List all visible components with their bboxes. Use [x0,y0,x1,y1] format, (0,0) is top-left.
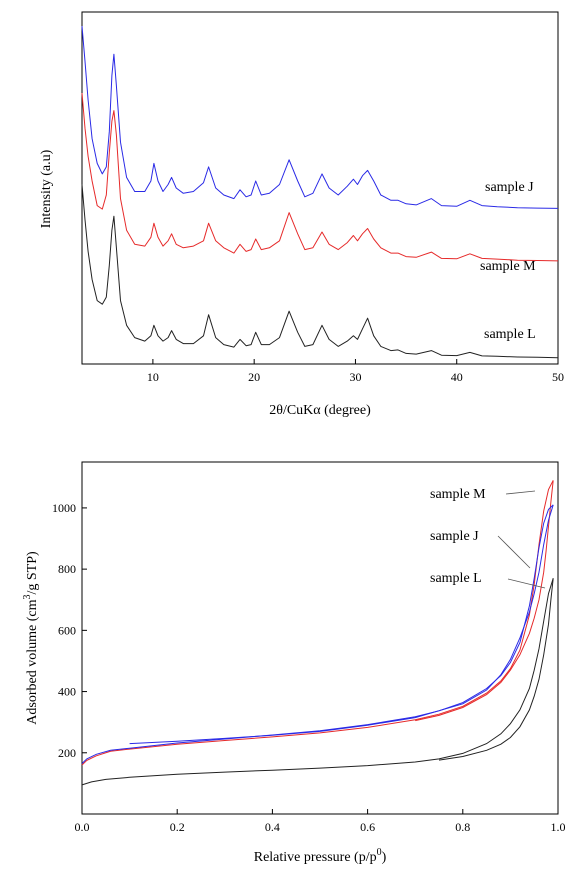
xrd-x-tick-label: 40 [451,370,463,384]
xrd-x-tick-label: 50 [552,370,564,384]
xrd-x-tick-label: 20 [248,370,260,384]
leader-line-sample-j [497,535,531,569]
iso-desorption-sample-j [129,504,554,745]
iso-label-sample-j: sample J [430,529,479,544]
xrd-chart: 10 20 30 40 50 sample J sample M sample L 2θ… [39,11,564,418]
iso-x-tick-label: 1.0 [551,820,566,834]
iso-series-group [81,480,554,786]
xrd-y-axis-label: Intensity (a.u) [39,149,54,228]
iso-x-tick-label: 0.0 [75,820,90,834]
iso-adsorption-sample-j [81,504,554,764]
iso-desorption-sample-m [415,480,554,722]
iso-y-tick-label: 800 [58,562,76,576]
iso-x-tick-label: 0.4 [265,820,280,834]
iso-label-sample-l: sample L [430,571,482,586]
iso-x-ticks: 0.0 0.2 0.4 0.6 0.8 1.0 [75,809,566,834]
iso-x-axis-label-main: Relative pressure (p/p [254,850,377,865]
xrd-x-ticks: 10 20 30 40 50 [147,359,564,384]
isotherm-chart: 0.0 0.2 0.4 0.6 0.8 1.0 200 400 600 800 1000 samp… [22,461,566,865]
xrd-series-sample-m [81,92,559,262]
xrd-series-group [81,26,559,359]
xrd-x-tick-label: 30 [349,370,361,384]
iso-desorption-sample-l [438,578,554,761]
xrd-series-sample-l [81,184,559,359]
xrd-label-sample-m: sample M [480,259,536,274]
iso-x-tick-label: 0.8 [455,820,470,834]
xrd-x-axis-label: 2θ/CuKα (degree) [269,403,371,418]
iso-x-tick-label: 0.6 [360,820,375,834]
iso-x-tick-label: 0.2 [170,820,185,834]
iso-x-axis-label-sup: 0 [377,847,382,858]
iso-y-axis-label: Adsorbed volume (cm3/g STP) [22,551,40,725]
iso-x-axis-label: Relative pressure (p/p0) [254,847,387,865]
xrd-label-sample-j: sample J [485,180,534,195]
iso-y-axis-label-sup: 3 [22,594,33,599]
iso-adsorption-sample-l [81,578,554,786]
iso-y-ticks: 200 400 600 800 1000 [52,501,87,760]
xrd-series-sample-j [81,26,559,209]
iso-adsorption-sample-m [81,480,554,766]
iso-plot-frame [81,461,559,815]
leader-line-sample-l [507,578,546,589]
xrd-label-sample-l: sample L [484,327,536,342]
iso-y-tick-label: 600 [58,623,76,637]
iso-y-tick-label: 1000 [52,501,76,515]
xrd-x-tick-label: 10 [147,370,159,384]
iso-label-sample-m: sample M [430,487,486,502]
iso-y-axis-label-end: /g STP) [25,551,40,595]
iso-y-tick-label: 400 [58,685,76,699]
leader-line-sample-m [505,490,536,495]
iso-y-axis-label-main: Adsorbed volume (cm [25,599,40,724]
iso-x-axis-label-end: ) [382,850,387,865]
iso-y-tick-label: 200 [58,746,76,760]
